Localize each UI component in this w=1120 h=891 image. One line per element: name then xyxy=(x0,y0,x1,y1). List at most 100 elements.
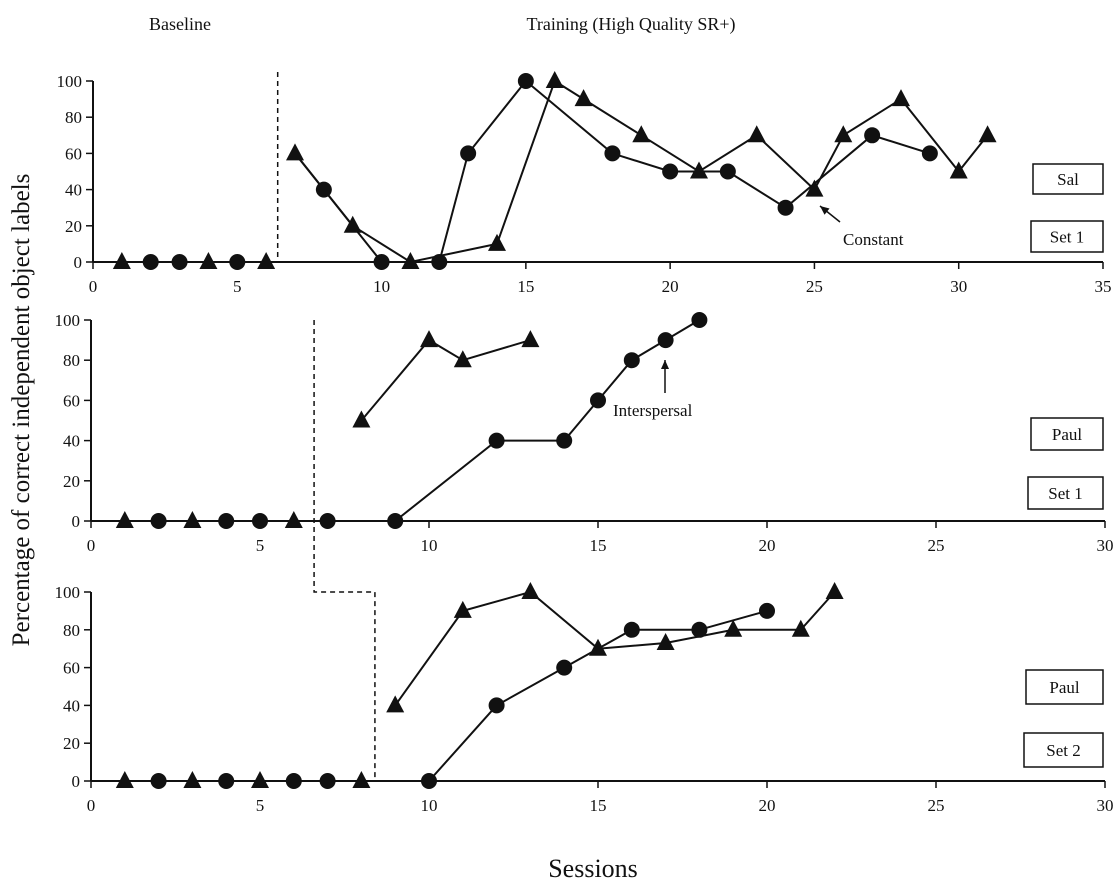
circle-marker xyxy=(319,513,336,529)
set-box xyxy=(1027,476,1104,510)
triangle-marker xyxy=(257,252,276,269)
circle-marker xyxy=(315,181,332,198)
circle-marker xyxy=(218,513,235,529)
triangle-marker xyxy=(545,71,564,88)
triangle-marker xyxy=(401,252,420,269)
circle-marker xyxy=(556,432,573,449)
circle-marker xyxy=(759,602,775,619)
annotation-interspersal: Interspersal xyxy=(613,401,693,420)
y-tick-label: 20 xyxy=(65,217,82,236)
panel-sal-set1: 0 20 40 60 80 100 0 5 10 15 20 25 30 35 Sal Set 1 Consta… xyxy=(57,71,1112,296)
y-tick-label: 80 xyxy=(63,351,80,370)
circle-marker xyxy=(864,127,881,144)
circle-marker xyxy=(319,773,336,789)
triangle-marker xyxy=(284,511,303,528)
triangle-marker xyxy=(521,330,540,348)
triangle-marker xyxy=(825,582,844,599)
triangle-marker xyxy=(747,125,766,143)
triangle-marker xyxy=(724,619,743,637)
triangle-marker xyxy=(112,252,131,269)
circle-marker xyxy=(373,254,390,270)
x-tick-label: 15 xyxy=(517,277,534,296)
x-tick-label: 5 xyxy=(233,277,242,296)
triangle-marker xyxy=(343,215,362,233)
triangle-marker xyxy=(656,633,675,651)
circle-marker xyxy=(657,332,674,349)
x-tick-label: 15 xyxy=(590,536,607,555)
circle-marker xyxy=(142,254,159,270)
x-tick-label: 20 xyxy=(759,536,776,555)
y-tick-label: 20 xyxy=(63,472,80,491)
circle-marker xyxy=(719,163,736,180)
triangle-marker xyxy=(978,125,997,143)
triangle-marker xyxy=(488,233,506,251)
y-tick-label: 80 xyxy=(63,621,80,640)
triangle-marker xyxy=(199,252,218,269)
triangle-marker xyxy=(352,410,371,428)
triangle-marker xyxy=(892,89,910,107)
x-tick-label: 15 xyxy=(590,796,607,815)
phase-label-training: Training (High Quality SR+) xyxy=(527,14,736,35)
y-tick-label: 100 xyxy=(55,311,81,330)
x-tick-label: 10 xyxy=(421,796,438,815)
x-tick-label: 25 xyxy=(806,277,823,296)
circle-series-line xyxy=(394,319,700,522)
triangle-series-line xyxy=(294,79,989,264)
x-tick-label: 0 xyxy=(89,277,98,296)
set-box xyxy=(1023,732,1104,768)
circle-marker xyxy=(488,432,505,449)
y-tick-label: 0 xyxy=(72,772,81,791)
triangle-marker xyxy=(574,89,593,107)
triangle-marker xyxy=(834,125,853,143)
triangle-marker xyxy=(286,143,304,161)
y-tick-label: 40 xyxy=(65,181,82,200)
phase-line-paul xyxy=(313,320,376,781)
circle-marker xyxy=(421,773,437,789)
x-tick-label: 25 xyxy=(928,536,945,555)
annotation-arrowhead xyxy=(661,360,669,369)
triangle-marker xyxy=(690,161,708,179)
participant-box xyxy=(1030,417,1104,451)
circle-marker xyxy=(921,145,938,162)
x-tick-label: 0 xyxy=(87,536,96,555)
y-tick-label: 0 xyxy=(74,253,83,272)
circle-marker xyxy=(229,254,246,270)
triangle-marker xyxy=(589,638,607,656)
circle-marker xyxy=(252,513,268,529)
triangle-marker xyxy=(115,511,134,528)
participant-label: Paul xyxy=(1049,678,1080,697)
triangle-marker xyxy=(251,771,269,788)
y-tick-label: 20 xyxy=(63,734,80,753)
triangle-marker xyxy=(386,695,405,713)
triangle-marker xyxy=(115,771,134,788)
x-tick-label: 30 xyxy=(1097,536,1114,555)
x-tick-label: 20 xyxy=(662,277,679,296)
x-tick-label: 10 xyxy=(373,277,390,296)
x-tick-label: 0 xyxy=(87,796,96,815)
y-tick-label: 40 xyxy=(63,432,80,451)
circle-marker xyxy=(150,773,167,789)
triangle-marker xyxy=(805,179,824,197)
y-tick-label: 100 xyxy=(57,72,83,91)
circle-marker xyxy=(171,254,188,270)
set-label: Set 1 xyxy=(1048,484,1082,503)
y-tick-label: 40 xyxy=(63,696,80,715)
y-axis-title: Percentage of correct independent object… xyxy=(8,174,35,647)
triangle-marker xyxy=(949,161,968,179)
x-tick-label: 30 xyxy=(1097,796,1114,815)
x-tick-label: 20 xyxy=(759,796,776,815)
triangle-series-line xyxy=(360,338,531,422)
circle-marker xyxy=(777,199,794,216)
annotation-constant: Constant xyxy=(843,230,904,249)
x-axis-title: Sessions xyxy=(548,854,638,883)
circle-marker xyxy=(285,773,302,789)
set-label: Set 2 xyxy=(1046,741,1080,760)
circle-marker xyxy=(488,697,505,714)
participant-label: Sal xyxy=(1057,170,1079,189)
triangle-marker xyxy=(521,582,540,599)
triangle-marker xyxy=(420,330,438,348)
circle-marker xyxy=(517,73,534,89)
y-tick-label: 60 xyxy=(65,144,82,163)
circle-marker xyxy=(623,621,640,638)
circle-marker xyxy=(460,145,477,162)
